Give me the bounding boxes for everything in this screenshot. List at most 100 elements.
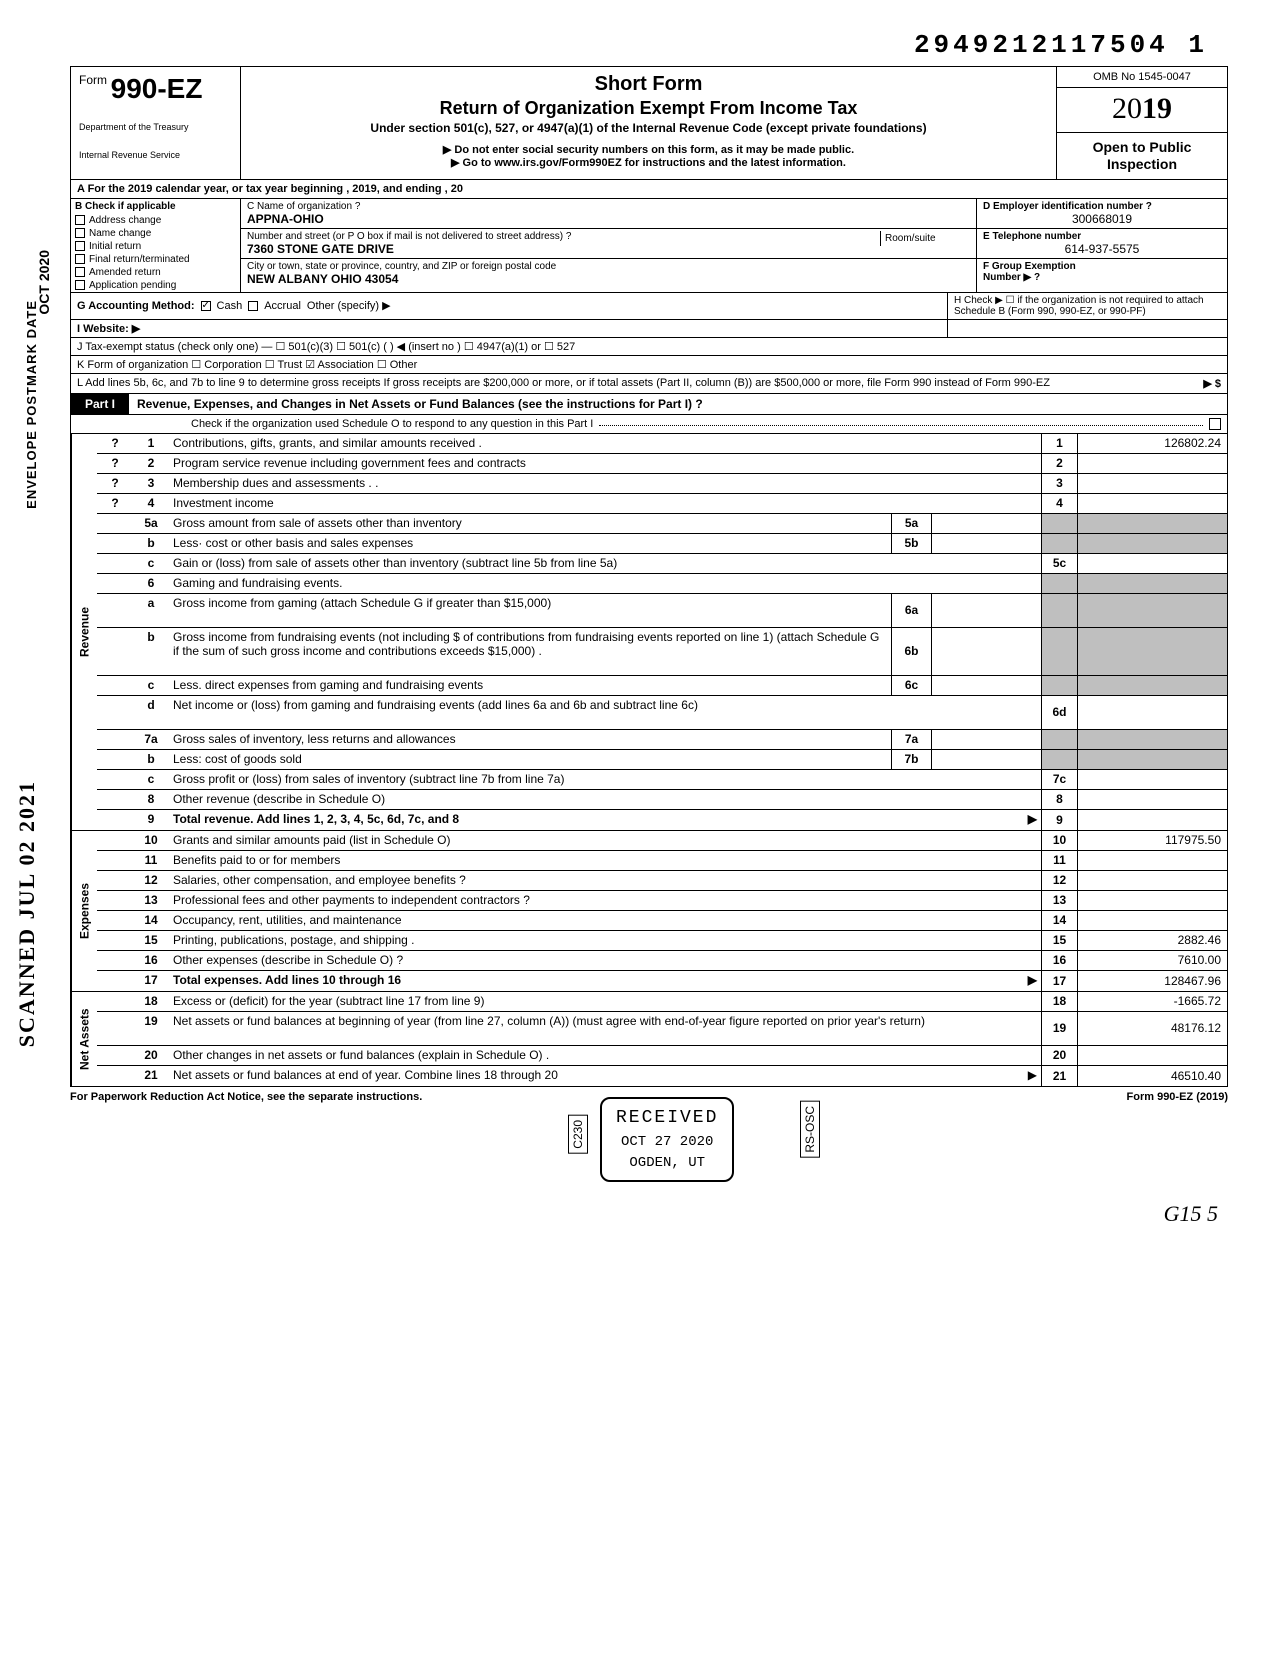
chk-amended[interactable]: Amended return <box>71 266 240 279</box>
ln5b-iv <box>931 534 1041 553</box>
chk-pending-label: Application pending <box>89 280 176 291</box>
chk-name[interactable]: Name change <box>71 227 240 240</box>
ln6d-num: d <box>133 696 169 729</box>
title-goto: ▶ Go to www.irs.gov/Form990EZ for instru… <box>249 156 1048 169</box>
title-ssn: ▶ Do not enter social security numbers o… <box>249 143 1048 156</box>
omb-number: OMB No 1545-0047 <box>1057 67 1227 88</box>
part1-sub-text: Check if the organization used Schedule … <box>191 418 593 430</box>
ln5c-rn: 5c <box>1041 554 1077 573</box>
ln19-desc: Net assets or fund balances at beginning… <box>173 1014 925 1028</box>
ln4-num: 4 <box>133 494 169 513</box>
col-b: B Check if applicable Address change Nam… <box>71 199 241 292</box>
ln6c-desc: Less. direct expenses from gaming and fu… <box>173 678 483 692</box>
col-b-header: B Check if applicable <box>71 199 240 214</box>
open-to-public: Open to Public Inspection <box>1057 133 1227 179</box>
ln1-rn: 1 <box>1041 434 1077 453</box>
ln5a-desc: Gross amount from sale of assets other t… <box>173 516 462 530</box>
ln4-rn: 4 <box>1041 494 1077 513</box>
org-name: APPNA-OHIO <box>247 212 970 226</box>
ln15-amt: 2882.46 <box>1077 931 1227 950</box>
chk-final-label: Final return/terminated <box>89 254 190 265</box>
ln5c-desc: Gain or (loss) from sale of assets other… <box>173 556 617 570</box>
g-other: Other (specify) ▶ <box>307 299 391 312</box>
open-line2: Inspection <box>1107 156 1177 172</box>
ln10-num: 10 <box>133 831 169 850</box>
col-mid: C Name of organization ? APPNA-OHIO Numb… <box>241 199 977 292</box>
d-label: D Employer identification number ? <box>983 201 1221 212</box>
ln11-amt <box>1077 851 1227 870</box>
stamp-date: OCT 27 2020 <box>616 1132 718 1153</box>
side-netassets: Net Assets <box>71 992 97 1086</box>
ln8-amt <box>1077 790 1227 809</box>
e-label: E Telephone number <box>983 231 1221 242</box>
ln5a-num: 5a <box>133 514 169 533</box>
year-outline: 20 <box>1112 92 1142 125</box>
ln2-desc: Program service revenue including govern… <box>173 456 526 470</box>
stamp-ogden: OGDEN, UT <box>616 1153 718 1174</box>
ln13-amt <box>1077 891 1227 910</box>
ln18-num: 18 <box>133 992 169 1011</box>
ln19-num: 19 <box>133 1012 169 1045</box>
ln7c-rn: 7c <box>1041 770 1077 789</box>
j-tax-status: J Tax-exempt status (check only one) — ☐… <box>71 338 1227 355</box>
stamp-rsosc: RS-OSC <box>800 1101 820 1158</box>
city-val: NEW ALBANY OHIO 43054 <box>247 272 970 286</box>
ln12-rn: 12 <box>1041 871 1077 890</box>
ln5b-num: b <box>133 534 169 553</box>
tax-year: 2019 <box>1057 88 1227 133</box>
ln8-num: 8 <box>133 790 169 809</box>
stamp-area: C230 RECEIVED OCT 27 2020 OGDEN, UT RS-O… <box>70 1097 1228 1227</box>
chk-initial[interactable]: Initial return <box>71 240 240 253</box>
ln7c-num: c <box>133 770 169 789</box>
ln6b-desc: Gross income from fundraising events (no… <box>173 630 887 658</box>
ln21-desc: Net assets or fund balances at end of ye… <box>173 1068 558 1082</box>
ln2-rn: 2 <box>1041 454 1077 473</box>
ln7a-num: 7a <box>133 730 169 749</box>
ein: 300668019 <box>983 212 1221 226</box>
ln18-desc: Excess or (deficit) for the year (subtra… <box>173 994 484 1008</box>
ln3-amt <box>1077 474 1227 493</box>
ln8-rn: 8 <box>1041 790 1077 809</box>
ln13-desc: Professional fees and other payments to … <box>173 893 530 907</box>
chk-address[interactable]: Address change <box>71 214 240 227</box>
ln17-amt: 128467.96 <box>1077 971 1227 991</box>
ln1-desc: Contributions, gifts, grants, and simila… <box>173 436 482 450</box>
ln6a-ib: 6a <box>891 594 931 627</box>
ln9-num: 9 <box>133 810 169 830</box>
room-suite: Room/suite <box>880 231 970 246</box>
ln15-rn: 15 <box>1041 931 1077 950</box>
dept-irs: Internal Revenue Service <box>79 151 232 161</box>
ln2-amt <box>1077 454 1227 473</box>
title-cell: Short Form Return of Organization Exempt… <box>241 67 1057 179</box>
year-bold: 19 <box>1142 92 1172 125</box>
ln17-num: 17 <box>133 971 169 991</box>
ln16-num: 16 <box>133 951 169 970</box>
chk-initial-label: Initial return <box>89 241 141 252</box>
ln21-amt: 46510.40 <box>1077 1066 1227 1086</box>
part1-checkbox[interactable] <box>1209 418 1221 430</box>
ln8-desc: Other revenue (describe in Schedule O) <box>173 792 385 806</box>
ln16-desc: Other expenses (describe in Schedule O) … <box>173 953 403 967</box>
ln6d-amt <box>1077 696 1227 729</box>
city-label: City or town, state or province, country… <box>247 261 970 272</box>
chk-final[interactable]: Final return/terminated <box>71 253 240 266</box>
title-short-form: Short Form <box>249 73 1048 96</box>
chk-accrual[interactable] <box>248 301 258 311</box>
ln6a-num: a <box>133 594 169 627</box>
c-label: C Name of organization ? <box>247 201 970 212</box>
ln16-rn: 16 <box>1041 951 1077 970</box>
part1-header: Part I Revenue, Expenses, and Changes in… <box>70 394 1228 415</box>
ln14-amt <box>1077 911 1227 930</box>
i-website: I Website: ▶ <box>71 320 947 337</box>
chk-cash[interactable] <box>201 301 211 311</box>
ln20-desc: Other changes in net assets or fund bala… <box>173 1048 549 1062</box>
ln6c-ib: 6c <box>891 676 931 695</box>
ln21-num: 21 <box>133 1066 169 1086</box>
ln5b-ib: 5b <box>891 534 931 553</box>
street-val: 7360 STONE GATE DRIVE <box>247 242 872 256</box>
ln12-desc: Salaries, other compensation, and employ… <box>173 873 466 887</box>
chk-pending[interactable]: Application pending <box>71 279 240 292</box>
stamp-c230: C230 <box>568 1115 588 1154</box>
h-text: H Check ▶ ☐ if the organization is not r… <box>947 293 1227 319</box>
form-number-cell: Form 990-EZ Department of the Treasury I… <box>71 67 241 179</box>
